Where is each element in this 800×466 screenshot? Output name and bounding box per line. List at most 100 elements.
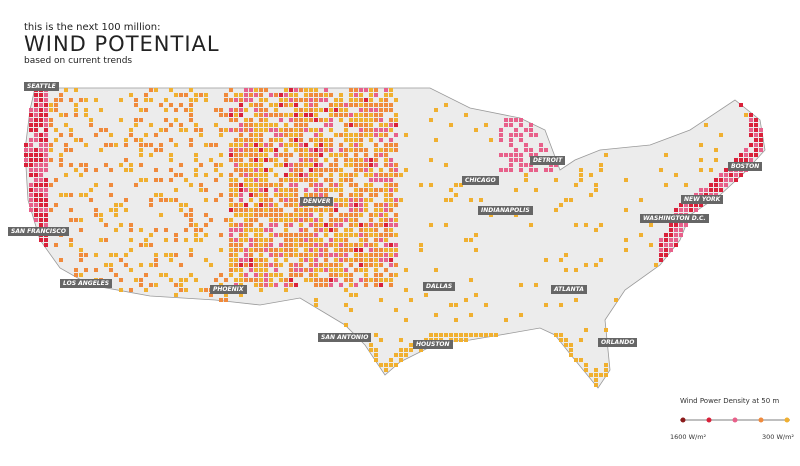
wind-cell: [504, 153, 508, 157]
wind-cell: [254, 88, 258, 92]
wind-cell: [264, 228, 268, 232]
wind-cell: [329, 123, 333, 127]
wind-cell: [214, 168, 218, 172]
wind-cell: [129, 133, 133, 137]
wind-cell: [214, 108, 218, 112]
wind-cell: [444, 103, 448, 107]
wind-cell: [334, 188, 338, 192]
wind-cell: [239, 168, 243, 172]
wind-cell: [234, 203, 238, 207]
wind-cell: [664, 248, 668, 252]
wind-cell: [229, 183, 233, 187]
wind-cell: [299, 243, 303, 247]
wind-cell: [344, 258, 348, 262]
wind-cell: [229, 148, 233, 152]
wind-cell: [364, 183, 368, 187]
wind-cell: [384, 258, 388, 262]
wind-cell: [279, 218, 283, 222]
wind-cell: [259, 183, 263, 187]
wind-cell: [44, 168, 48, 172]
wind-cell: [529, 153, 533, 157]
wind-cell: [304, 188, 308, 192]
wind-cell: [189, 273, 193, 277]
wind-cell: [294, 208, 298, 212]
wind-cell: [244, 248, 248, 252]
wind-cell: [354, 148, 358, 152]
wind-cell: [369, 128, 373, 132]
wind-cell: [309, 168, 313, 172]
wind-cell: [239, 138, 243, 142]
wind-cell: [689, 208, 693, 212]
wind-cell: [369, 258, 373, 262]
wind-cell: [374, 223, 378, 227]
wind-cell: [714, 188, 718, 192]
wind-cell: [384, 233, 388, 237]
wind-cell: [294, 268, 298, 272]
wind-cell: [249, 208, 253, 212]
wind-cell: [749, 113, 753, 117]
wind-cell: [189, 113, 193, 117]
wind-cell: [34, 193, 38, 197]
wind-cell: [574, 183, 578, 187]
wind-cell: [294, 188, 298, 192]
wind-cell: [344, 163, 348, 167]
wind-cell: [309, 98, 313, 102]
wind-cell: [249, 198, 253, 202]
wind-cell: [294, 198, 298, 202]
wind-cell: [354, 213, 358, 217]
wind-cell: [44, 113, 48, 117]
wind-cell: [169, 158, 173, 162]
wind-cell: [339, 263, 343, 267]
wind-cell: [24, 148, 28, 152]
wind-cell: [224, 293, 228, 297]
wind-cell: [119, 118, 123, 122]
wind-cell: [259, 153, 263, 157]
wind-cell: [179, 203, 183, 207]
wind-cell: [684, 223, 688, 227]
wind-cell: [249, 153, 253, 157]
wind-cell: [334, 238, 338, 242]
wind-cell: [379, 108, 383, 112]
wind-cell: [174, 293, 178, 297]
wind-cell: [594, 263, 598, 267]
wind-cell: [289, 198, 293, 202]
wind-cell: [394, 248, 398, 252]
wind-cell: [384, 228, 388, 232]
wind-cell: [34, 178, 38, 182]
wind-cell: [149, 203, 153, 207]
wind-cell: [649, 223, 653, 227]
wind-cell: [204, 143, 208, 147]
wind-cell: [44, 98, 48, 102]
wind-cell: [114, 253, 118, 257]
wind-cell: [474, 128, 478, 132]
wind-cell: [579, 178, 583, 182]
wind-cell: [289, 243, 293, 247]
wind-cell: [254, 158, 258, 162]
wind-cell: [389, 173, 393, 177]
wind-cell: [99, 128, 103, 132]
wind-cell: [24, 163, 28, 167]
wind-cell: [554, 208, 558, 212]
wind-cell: [249, 238, 253, 242]
wind-cell: [264, 188, 268, 192]
wind-cell: [79, 248, 83, 252]
wind-cell: [329, 278, 333, 282]
wind-cell: [319, 218, 323, 222]
wind-cell: [699, 188, 703, 192]
wind-cell: [34, 108, 38, 112]
wind-cell: [279, 153, 283, 157]
wind-cell: [474, 233, 478, 237]
wind-cell: [299, 268, 303, 272]
wind-cell: [199, 238, 203, 242]
wind-cell: [144, 243, 148, 247]
wind-cell: [374, 178, 378, 182]
wind-cell: [69, 238, 73, 242]
wind-cell: [294, 118, 298, 122]
wind-cell: [374, 358, 378, 362]
city-label: DENVER: [300, 197, 334, 206]
wind-cell: [264, 113, 268, 117]
wind-cell: [69, 218, 73, 222]
wind-cell: [229, 268, 233, 272]
wind-cell: [144, 133, 148, 137]
wind-cell: [394, 133, 398, 137]
